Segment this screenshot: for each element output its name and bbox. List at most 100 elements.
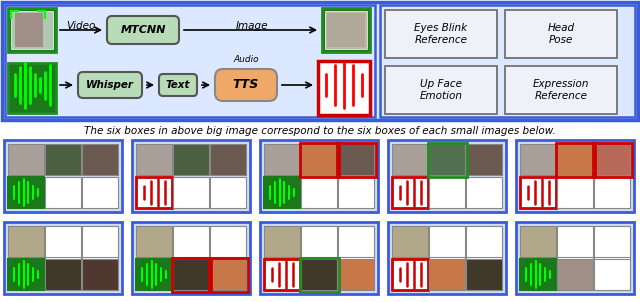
FancyBboxPatch shape bbox=[159, 74, 197, 96]
Bar bbox=[45, 144, 81, 175]
Bar bbox=[264, 226, 300, 290]
Bar bbox=[8, 144, 44, 175]
Bar bbox=[82, 144, 118, 175]
Bar bbox=[136, 226, 172, 257]
Bar bbox=[301, 259, 337, 290]
Bar bbox=[325, 11, 367, 49]
Bar bbox=[556, 143, 595, 176]
Bar bbox=[429, 226, 465, 290]
FancyBboxPatch shape bbox=[78, 72, 142, 98]
Bar bbox=[45, 259, 81, 290]
Bar bbox=[264, 259, 300, 290]
Bar bbox=[136, 177, 172, 208]
Bar bbox=[429, 259, 465, 290]
Bar bbox=[45, 226, 81, 290]
Bar bbox=[15, 13, 43, 47]
Bar bbox=[4, 222, 122, 294]
Bar bbox=[594, 177, 630, 208]
Bar bbox=[392, 144, 428, 175]
Text: Video: Video bbox=[67, 21, 96, 31]
Bar bbox=[173, 177, 209, 208]
Bar bbox=[132, 140, 250, 212]
Bar bbox=[466, 226, 502, 290]
Bar bbox=[301, 226, 337, 290]
Bar bbox=[8, 8, 56, 52]
Bar bbox=[505, 66, 617, 114]
Bar bbox=[210, 259, 246, 290]
Bar bbox=[173, 226, 209, 290]
Bar bbox=[516, 140, 634, 212]
Bar bbox=[264, 177, 300, 208]
Bar bbox=[8, 226, 44, 290]
Bar bbox=[338, 226, 374, 290]
Bar bbox=[594, 226, 630, 290]
Text: Eyes Blink
Reference: Eyes Blink Reference bbox=[415, 23, 468, 45]
Bar bbox=[11, 11, 53, 49]
Bar bbox=[82, 177, 118, 208]
Bar bbox=[505, 10, 617, 58]
Bar bbox=[300, 258, 339, 291]
Bar bbox=[429, 144, 465, 175]
FancyBboxPatch shape bbox=[215, 69, 277, 101]
Bar bbox=[209, 258, 248, 291]
Text: The six boxes in above big image correspond to the six boxes of each small image: The six boxes in above big image corresp… bbox=[84, 126, 556, 136]
Text: Head
Pose: Head Pose bbox=[547, 23, 575, 45]
Bar bbox=[392, 226, 428, 257]
Bar bbox=[132, 222, 250, 294]
Bar bbox=[136, 226, 172, 290]
Bar bbox=[173, 259, 209, 290]
Bar bbox=[466, 177, 502, 208]
Bar bbox=[385, 66, 497, 114]
Bar bbox=[557, 259, 593, 290]
Text: Whisper: Whisper bbox=[86, 80, 134, 90]
Bar bbox=[5, 5, 375, 117]
Bar bbox=[520, 177, 556, 208]
Bar bbox=[594, 259, 630, 290]
Bar bbox=[82, 226, 118, 257]
Bar bbox=[557, 177, 593, 208]
Bar bbox=[301, 226, 337, 257]
Bar bbox=[260, 140, 378, 212]
Bar bbox=[520, 259, 556, 290]
Bar bbox=[392, 259, 428, 290]
Bar bbox=[385, 10, 497, 58]
Bar bbox=[428, 143, 467, 176]
Bar bbox=[300, 143, 339, 176]
Bar bbox=[301, 144, 337, 175]
Bar bbox=[557, 144, 593, 175]
FancyBboxPatch shape bbox=[107, 16, 179, 44]
Bar bbox=[45, 226, 81, 257]
Bar bbox=[466, 259, 502, 290]
Bar bbox=[260, 222, 378, 294]
Bar bbox=[338, 259, 374, 290]
Bar bbox=[301, 177, 337, 208]
Bar bbox=[210, 177, 246, 208]
Bar bbox=[210, 226, 246, 257]
Bar bbox=[466, 226, 502, 257]
Bar bbox=[337, 143, 376, 176]
Bar bbox=[338, 226, 374, 257]
Text: Image: Image bbox=[236, 21, 268, 31]
Text: Audio: Audio bbox=[233, 56, 259, 65]
Bar bbox=[264, 144, 300, 175]
Bar bbox=[593, 143, 632, 176]
Text: Expression
Reference: Expression Reference bbox=[532, 79, 589, 101]
Bar bbox=[82, 226, 118, 290]
Bar bbox=[8, 63, 56, 113]
Bar bbox=[520, 144, 556, 175]
Bar bbox=[264, 226, 300, 257]
Bar bbox=[8, 259, 44, 290]
Bar bbox=[516, 222, 634, 294]
Bar bbox=[557, 226, 593, 257]
Bar bbox=[322, 8, 370, 52]
Text: Up Face
Emotion: Up Face Emotion bbox=[419, 79, 463, 101]
Bar bbox=[388, 140, 506, 212]
Bar bbox=[45, 177, 81, 208]
Text: MTCNN: MTCNN bbox=[120, 25, 166, 35]
Bar bbox=[466, 144, 502, 175]
Bar bbox=[380, 5, 635, 117]
Bar bbox=[594, 144, 630, 175]
Bar bbox=[338, 177, 374, 208]
Text: TTS: TTS bbox=[233, 79, 259, 92]
Bar bbox=[392, 177, 428, 208]
